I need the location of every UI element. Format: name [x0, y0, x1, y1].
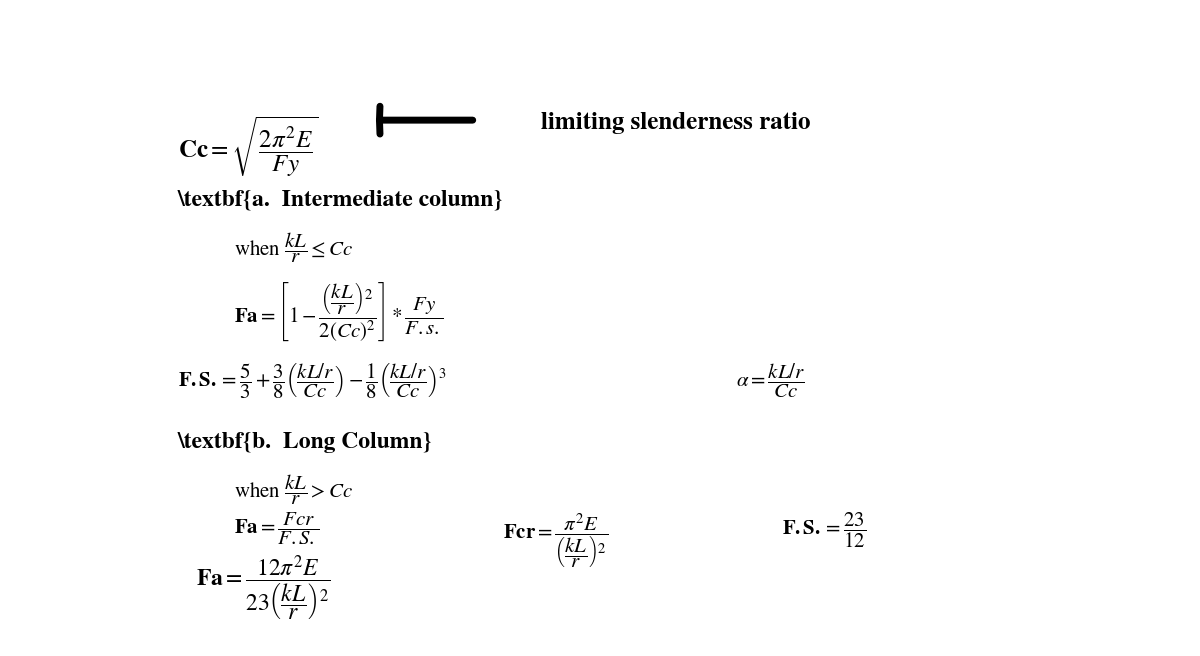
Text: $\mathbf{F.S.} = \dfrac{23}{12}$: $\mathbf{F.S.} = \dfrac{23}{12}$	[782, 510, 866, 550]
Text: \textbf{b.  Long Column}: \textbf{b. Long Column}	[178, 432, 432, 453]
Text: $\mathbf{F.S.} = \dfrac{5}{3} + \dfrac{3}{8}\left(\dfrac{kL/r}{Cc}\right) - \dfr: $\mathbf{F.S.} = \dfrac{5}{3} + \dfrac{3…	[178, 361, 446, 401]
Text: $\mathbf{Fa} = \dfrac{Fcr}{F.S.}$: $\mathbf{Fa} = \dfrac{Fcr}{F.S.}$	[234, 510, 319, 547]
Text: when $\dfrac{kL}{r} \leq Cc$: when $\dfrac{kL}{r} \leq Cc$	[234, 230, 353, 265]
Text: when $\dfrac{kL}{r} > Cc$: when $\dfrac{kL}{r} > Cc$	[234, 473, 353, 507]
Text: $\alpha = \dfrac{kL/r}{Cc}$: $\alpha = \dfrac{kL/r}{Cc}$	[736, 361, 805, 400]
Text: $\mathbf{Fa} = \left[1 - \dfrac{\left(\dfrac{kL}{r}\right)^2}{2(Cc)^2}\right] * : $\mathbf{Fa} = \left[1 - \dfrac{\left(\d…	[234, 281, 444, 344]
Text: $\mathbf{Cc} = \sqrt{\dfrac{2\pi^2 E}{Fy}}$: $\mathbf{Cc} = \sqrt{\dfrac{2\pi^2 E}{Fy…	[178, 114, 319, 178]
Text: $\mathbf{Fa} = \dfrac{12\pi^2 E}{23\left(\dfrac{kL}{r}\right)^2}$: $\mathbf{Fa} = \dfrac{12\pi^2 E}{23\left…	[197, 554, 331, 623]
Text: limiting slenderness ratio: limiting slenderness ratio	[540, 112, 810, 134]
Text: $\mathbf{Fcr} = \dfrac{\pi^2 E}{\left(\dfrac{kL}{r}\right)^2}$: $\mathbf{Fcr} = \dfrac{\pi^2 E}{\left(\d…	[504, 510, 608, 569]
Text: \textbf{a.  Intermediate column}: \textbf{a. Intermediate column}	[178, 190, 504, 211]
